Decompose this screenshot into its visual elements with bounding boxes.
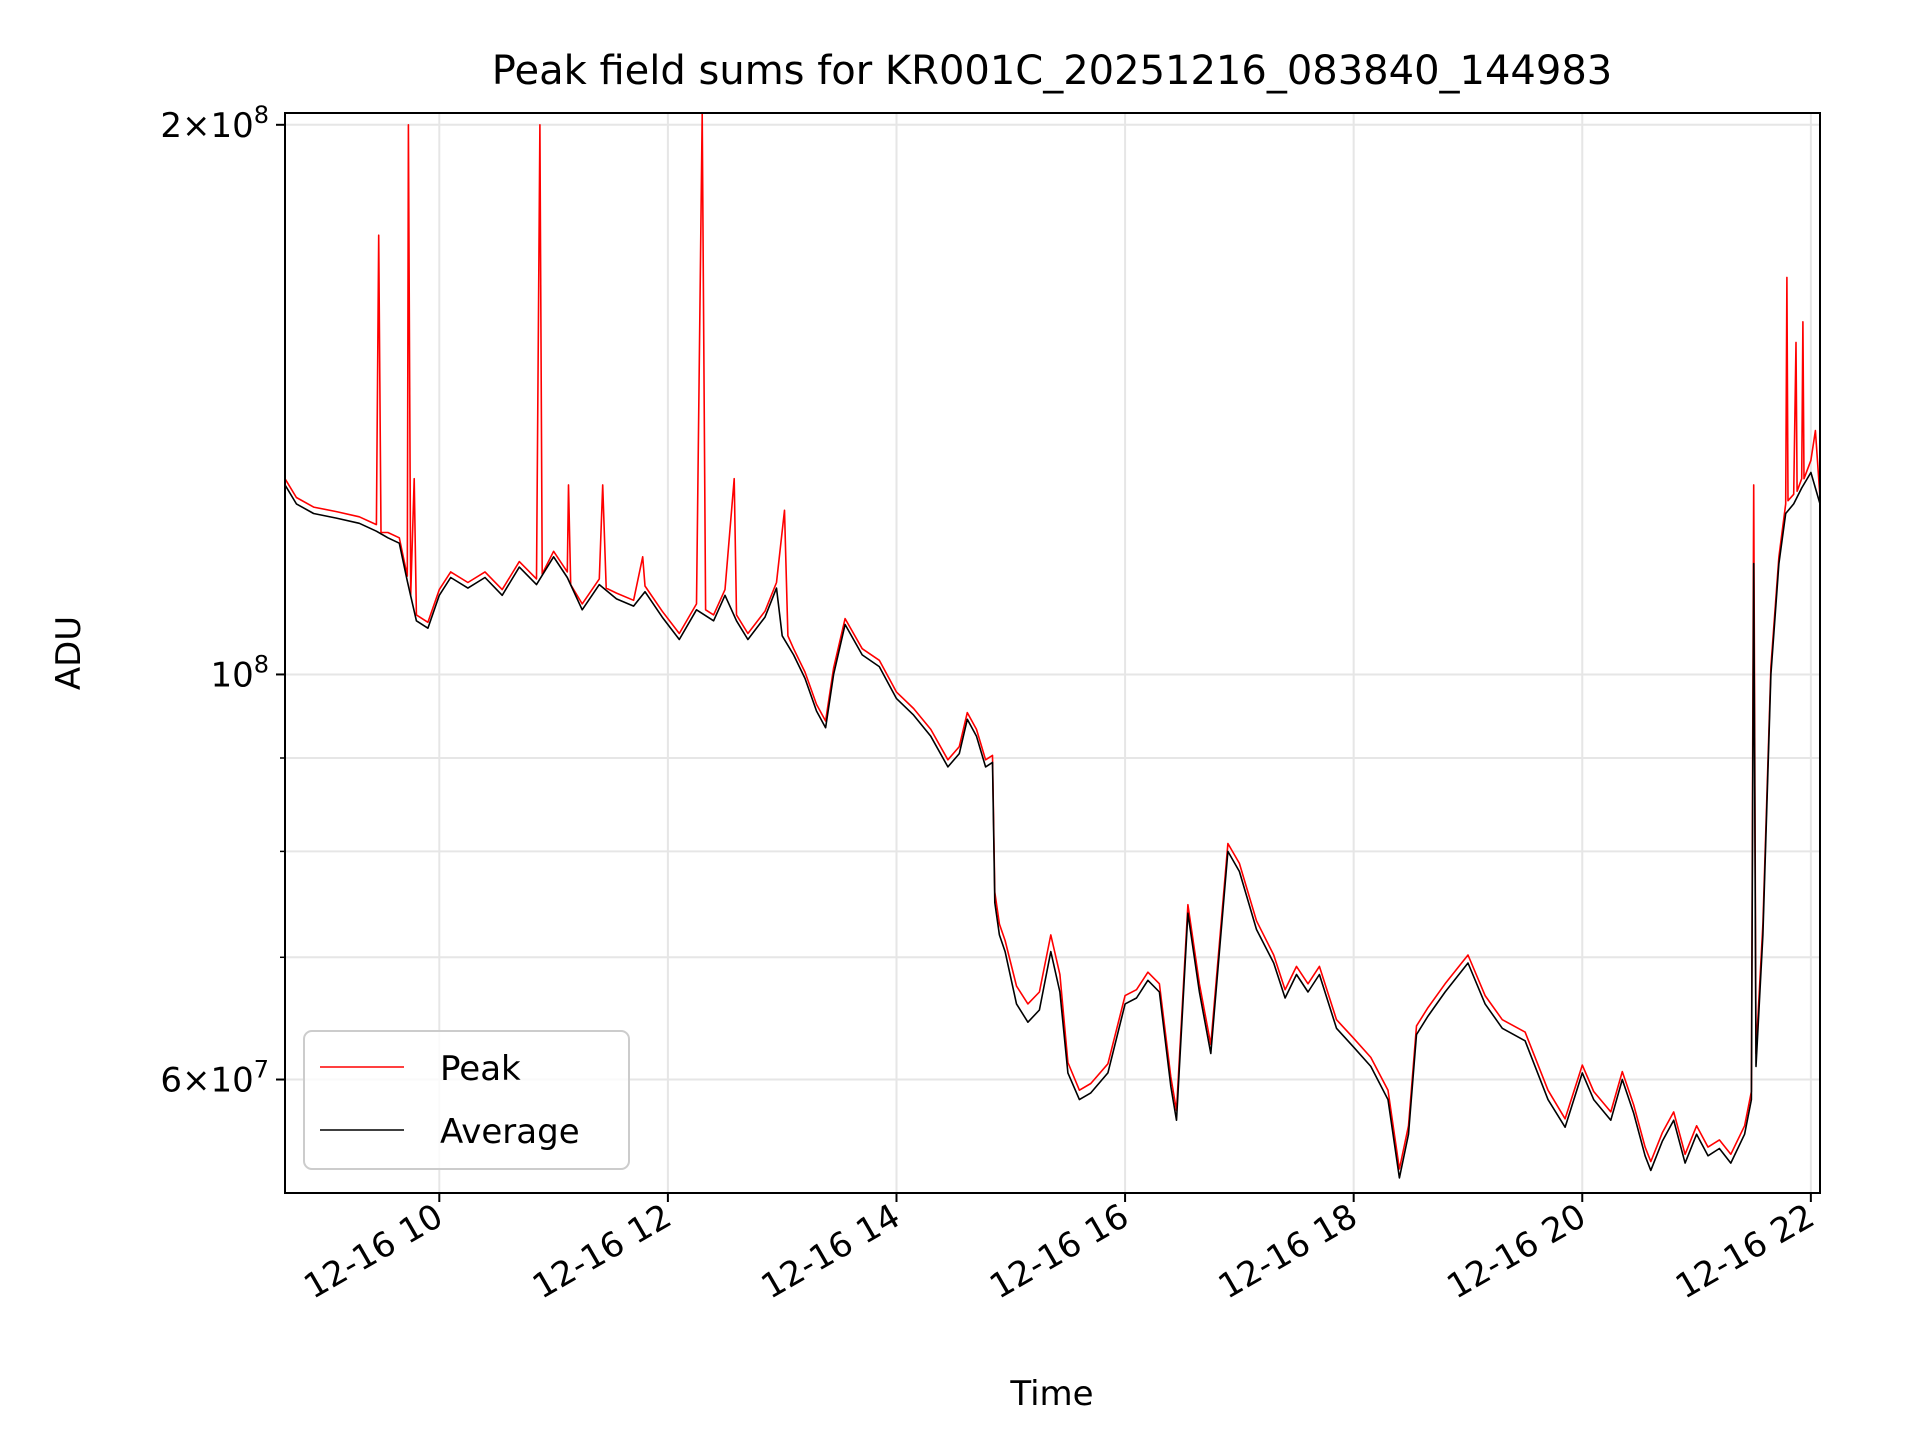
grid xyxy=(285,113,1820,1193)
x-axis-label: Time xyxy=(1009,1374,1093,1414)
y-axis-label: ADU xyxy=(49,616,89,690)
legend-box xyxy=(303,1030,630,1170)
y-tick-label: 2×108 xyxy=(160,101,269,146)
series-layer xyxy=(285,113,1820,1179)
y-axis-ticks: 6×107 108 2×108 xyxy=(160,101,285,1101)
legend: Peak Average xyxy=(303,1030,630,1170)
plot-area-frame xyxy=(284,112,1821,1194)
chart-title: Peak field sums for KR001C_20251216_0838… xyxy=(492,48,1612,94)
legend-label-average: Average xyxy=(440,1112,580,1152)
legend-label-peak: Peak xyxy=(440,1049,521,1089)
y-tick-label: 6×107 xyxy=(160,1056,269,1101)
y-tick-label: 108 xyxy=(210,650,269,695)
series-line-average xyxy=(285,471,1820,1179)
